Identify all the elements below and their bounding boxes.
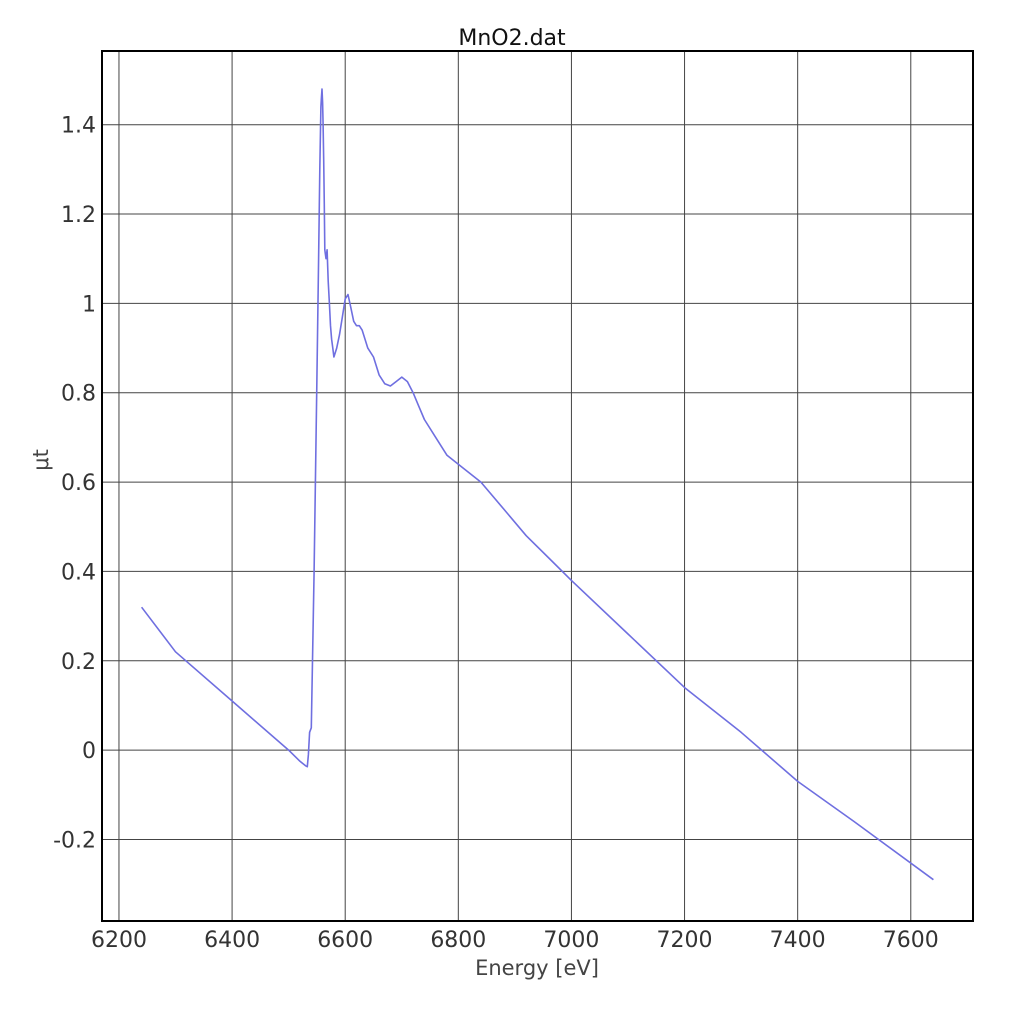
x-tick-label: 7600	[883, 928, 939, 953]
y-tick-label: 0.6	[61, 471, 96, 496]
x-tick-label: 6600	[317, 928, 373, 953]
y-axis-label: μt	[29, 449, 53, 471]
y-tick-label: 0	[82, 739, 96, 764]
x-axis-label: Energy [eV]	[475, 956, 599, 980]
y-tick-label: 1.4	[61, 114, 96, 139]
x-tick-label: 7000	[543, 928, 599, 953]
y-tick-label: -0.2	[53, 828, 96, 853]
x-tick-label: 7200	[657, 928, 713, 953]
y-tick-labels: -0.2 0 0.2 0.4 0.6 0.8 1 1.2 1.4	[53, 114, 96, 854]
y-tick-label: 1	[82, 292, 96, 317]
chart-title: MnO2.dat	[458, 26, 566, 51]
y-tick-label: 0.4	[61, 560, 96, 585]
grid-lines	[102, 51, 973, 921]
y-tick-label: 0.2	[61, 650, 96, 675]
x-tick-label: 6200	[91, 928, 147, 953]
y-tick-label: 0.8	[61, 382, 96, 407]
plot-area-frame	[101, 50, 974, 922]
x-tick-labels: 6200 6400 6600 6800 7000 7200 7400 7600	[91, 928, 939, 953]
y-tick-label: 1.2	[61, 203, 96, 228]
series-line	[140, 88, 934, 881]
x-tick-label: 6400	[204, 928, 260, 953]
x-tick-label: 6800	[430, 928, 486, 953]
x-tick-label: 7400	[770, 928, 826, 953]
